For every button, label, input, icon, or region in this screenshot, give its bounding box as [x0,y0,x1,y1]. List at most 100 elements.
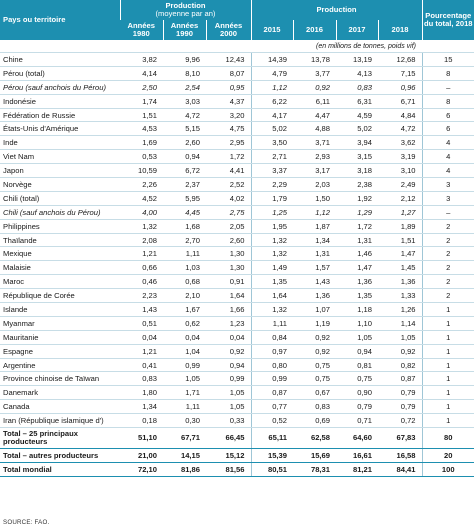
cell-value: 2,49 [378,177,423,192]
cell-value: 1,11 [251,316,293,331]
cell-value: 6,22 [251,94,293,109]
cell-value: 0,18 [120,413,163,429]
cell-value: 64,60 [336,427,378,450]
row-label: Philippines [0,219,120,234]
cell-percentage: 4 [422,135,474,151]
cell-value: 2,70 [163,233,206,248]
cell-value: 1,05 [336,330,378,345]
table-row: Chili (total) 4,52 5,95 4,02 1,79 1,50 1,92 2,1… [0,191,474,206]
row-label: Mexique [0,246,120,262]
cell-value: 15,69 [293,448,336,463]
cell-value: 1,31 [336,233,378,248]
cell-value: 6,11 [293,94,336,109]
cell-value: 10,59 [120,163,163,179]
cell-value: 3,15 [336,149,378,165]
table-row: Pérou (sauf anchois du Pérou) 2,50 2,54 0,9… [0,80,474,95]
row-label: Danemark [0,385,120,401]
row-label: Total – 25 principaux producteurs [0,427,120,450]
cell-value: 3,50 [251,135,293,151]
cell-value: 5,15 [163,121,206,137]
cell-value: 1,18 [336,302,378,317]
cell-value: 0,66 [120,260,163,276]
table-row: Inde 1,69 2,60 2,95 3,50 3,71 3,94 3,62 4 [0,135,474,151]
cell-value: 3,10 [378,163,423,179]
cell-value: 2,37 [163,177,206,192]
production-table: Pays ou territoire Production (moyenne p… [0,0,474,477]
production-average-title: Production [165,0,206,10]
cell-value: 0,99 [163,358,206,373]
cell-percentage: 6 [422,108,474,123]
table-row: Canada 1,34 1,11 1,05 0,77 0,83 0,79 0,79 1 [0,399,474,415]
cell-value: 1,12 [251,80,293,95]
cell-value: 2,26 [120,177,163,192]
cell-value: 0,30 [163,413,206,429]
cell-value: 0,99 [251,371,293,387]
cell-value: 66,45 [206,427,252,450]
cell-percentage: 1 [422,371,474,387]
cell-value: 3,94 [336,135,378,151]
cell-percentage: 1 [422,358,474,373]
cell-percentage: 100 [422,461,474,477]
cell-value: 0,04 [163,330,206,345]
cell-value: 15,39 [251,448,293,463]
cell-value: 3,17 [293,163,336,179]
cell-value: 2,93 [293,149,336,165]
cell-value: 0,67 [293,385,336,401]
cell-value: 16,61 [336,448,378,463]
cell-value: 0,90 [336,385,378,401]
year-header: 2017 [335,20,378,40]
cell-value: 1,26 [378,302,423,317]
cell-value: 0,04 [206,330,252,345]
row-label: Total – autres producteurs [0,448,120,463]
cell-percentage: 1 [422,385,474,401]
cell-value: 81,21 [336,461,378,477]
cell-value: 1,57 [293,260,336,276]
production-header: Production [250,0,423,20]
cell-value: 0,81 [336,358,378,373]
cell-percentage: 1 [422,344,474,359]
cell-value: 1,71 [163,385,206,401]
cell-value: 21,00 [120,448,163,463]
source-note: SOURCE: FAO. [3,519,50,526]
cell-percentage: 3 [422,177,474,192]
cell-value: 4,79 [251,66,293,81]
cell-value: 3,20 [206,108,252,123]
cell-value: 14,39 [251,52,293,67]
cell-percentage: 1 [422,316,474,331]
cell-value: 0,99 [206,371,252,387]
cell-value: 2,08 [120,233,163,248]
table-row: Iran (République islamique d') 0,18 0,30 0,… [0,413,474,429]
cell-value: 4,52 [120,191,163,206]
cell-value: 2,95 [206,135,252,151]
cell-value: 0,94 [206,358,252,373]
cell-percentage: 8 [422,66,474,81]
cell-value: 0,79 [378,399,423,415]
cell-value: 1,72 [206,149,252,165]
cell-value: 72,10 [120,461,163,477]
cell-value: 0,77 [251,399,293,415]
cell-value: 2,12 [378,191,423,206]
cell-value: 1,30 [206,246,252,262]
cell-value: 0,46 [120,274,163,290]
cell-value: 4,41 [206,163,252,179]
cell-value: 65,11 [251,427,293,450]
cell-value: 0,83 [293,399,336,415]
cell-percentage: – [422,80,474,95]
table-row: Chine 3,82 9,96 12,43 14,39 13,78 13,19 12,68 15 [0,52,474,67]
cell-value: 2,29 [251,177,293,192]
row-label: Pérou (sauf anchois du Pérou) [0,80,120,95]
cell-value: 4,72 [378,121,423,137]
row-label: Argentine [0,358,120,373]
cell-value: 0,75 [336,371,378,387]
cell-value: 81,56 [206,461,252,477]
cell-value: 3,62 [378,135,423,151]
cell-value: 0,51 [120,316,163,331]
cell-value: 0,04 [120,330,163,345]
cell-value: 4,17 [251,108,293,123]
cell-value: 1,29 [336,205,378,220]
cell-value: 1,51 [378,233,423,248]
cell-value: 2,75 [206,205,252,220]
cell-percentage: 2 [422,219,474,234]
cell-value: 1,11 [163,399,206,415]
